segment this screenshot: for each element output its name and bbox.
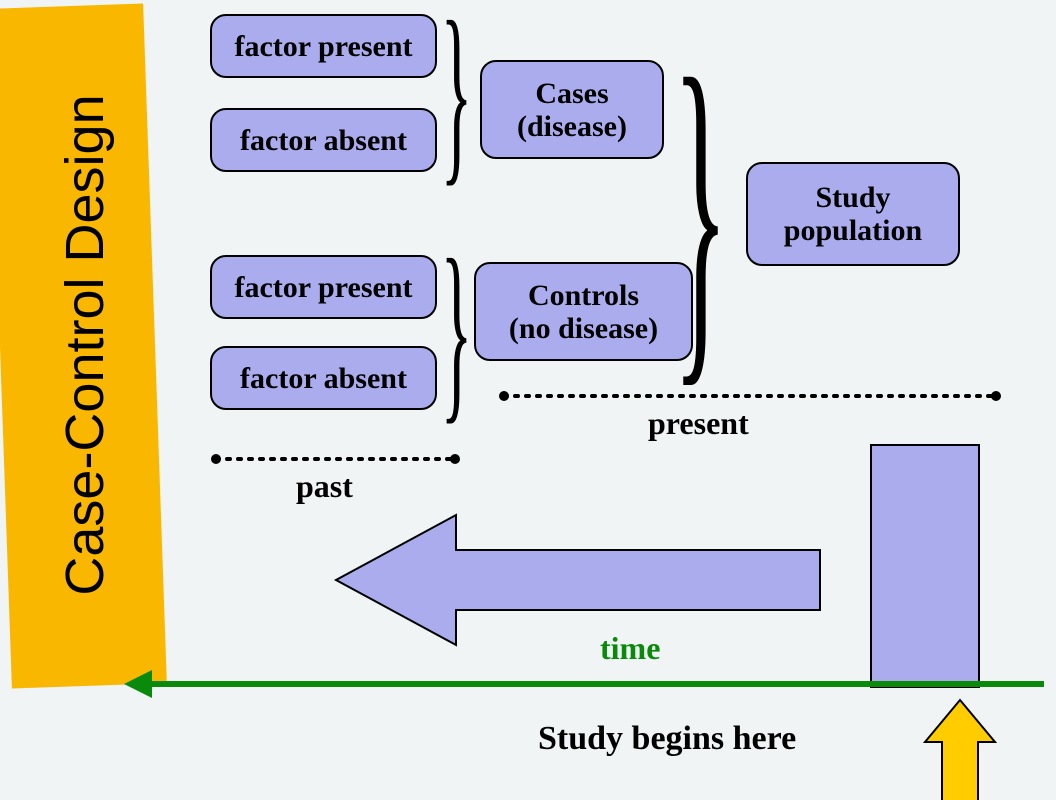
diagram-canvas: Case-Control Design factor present facto… bbox=[0, 0, 1056, 800]
dotted-past-line bbox=[211, 454, 460, 464]
dotted-present-line bbox=[499, 391, 1001, 401]
big-arrow-left bbox=[336, 515, 820, 645]
yellow-up-arrow bbox=[925, 700, 995, 800]
svg-overlay bbox=[0, 0, 1056, 800]
green-timeline-arrow bbox=[124, 670, 1044, 698]
